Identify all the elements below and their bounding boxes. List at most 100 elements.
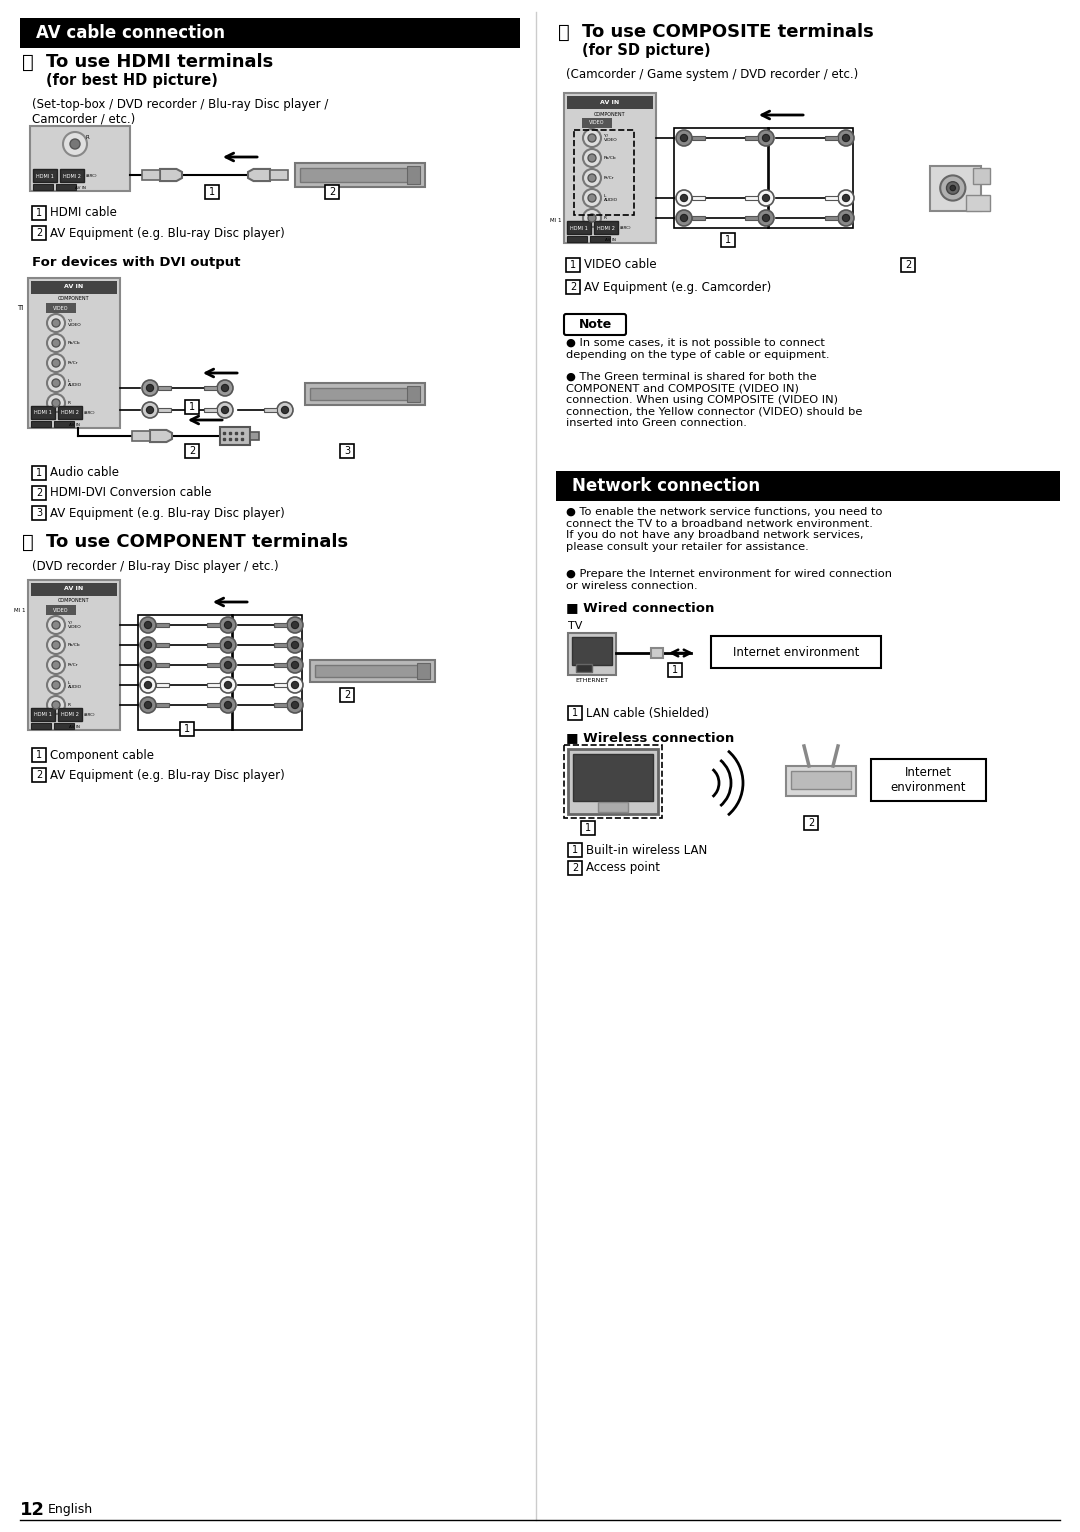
Text: AV Equipment (e.g. Camcorder): AV Equipment (e.g. Camcorder) [584,280,771,294]
Circle shape [220,657,237,673]
Circle shape [276,401,293,418]
Bar [804,817,818,830]
Bar [54,421,75,427]
Bar [133,432,150,441]
Circle shape [838,210,854,227]
Text: 2: 2 [570,282,576,293]
Bar [568,633,616,676]
Text: (Camcorder / Game system / DVD recorder / etc.): (Camcorder / Game system / DVD recorder … [566,67,859,81]
Circle shape [583,129,600,147]
Bar [207,643,220,647]
Text: English: English [48,1503,93,1517]
Bar [46,605,76,614]
Polygon shape [150,430,172,443]
Bar [220,427,249,444]
Text: 2: 2 [36,228,42,237]
Polygon shape [160,169,183,181]
Circle shape [225,662,231,668]
Text: Component cable: Component cable [50,749,154,761]
Bar [156,703,168,708]
Text: HDMI 1: HDMI 1 [570,225,588,230]
Circle shape [217,401,233,418]
Text: AV Equipment (e.g. Blu-ray Disc player): AV Equipment (e.g. Blu-ray Disc player) [50,769,285,781]
Text: R: R [604,216,607,221]
Bar [274,663,287,668]
Bar [568,843,582,856]
Circle shape [140,677,156,692]
Text: (ARC): (ARC) [84,712,96,717]
Circle shape [946,182,959,195]
Text: ETHERNET: ETHERNET [576,679,608,683]
Text: AV Equipment (e.g. Blu-ray Disc player): AV Equipment (e.g. Blu-ray Disc player) [50,227,285,239]
Circle shape [220,697,237,712]
Circle shape [140,637,156,653]
Bar [232,614,302,731]
Text: 2: 2 [36,489,42,498]
Circle shape [287,637,303,653]
Bar [30,126,130,192]
Text: AV IN: AV IN [65,587,83,591]
Bar [567,97,653,109]
Bar [274,683,287,688]
Text: 3: 3 [36,509,42,518]
Text: Pr/Cr: Pr/Cr [68,663,79,666]
Text: L
AUDIO: L AUDIO [604,193,618,202]
Bar [692,216,705,221]
Bar [930,165,981,210]
Bar [158,408,171,412]
Bar [651,648,663,659]
Text: (ARC): (ARC) [620,227,632,230]
Text: Network connection: Network connection [572,476,760,495]
Circle shape [48,656,65,674]
Circle shape [48,676,65,694]
Circle shape [145,642,151,648]
Bar [274,643,287,647]
Bar [54,723,75,729]
Text: ● Prepare the Internet environment for wired connection
or wireless connection.: ● Prepare the Internet environment for w… [566,568,892,591]
Bar [274,622,287,627]
Bar [692,196,705,201]
Text: HDMI 1: HDMI 1 [35,411,52,415]
Circle shape [145,662,151,668]
Circle shape [588,155,596,162]
Circle shape [140,617,156,633]
Bar [31,280,117,294]
Bar [692,136,705,141]
Circle shape [52,660,60,669]
Circle shape [292,622,298,628]
Bar [567,221,591,234]
Circle shape [48,374,65,392]
Bar [598,801,627,812]
Text: AV IN: AV IN [605,237,616,242]
Bar [156,663,168,668]
Text: To use COMPOSITE terminals: To use COMPOSITE terminals [582,23,874,41]
Text: 3: 3 [343,446,350,457]
Circle shape [941,175,966,201]
Circle shape [147,406,153,414]
Bar [31,723,51,729]
Bar [28,277,120,427]
Circle shape [282,406,288,414]
Bar [300,169,415,182]
Circle shape [842,195,850,202]
Bar [791,771,851,789]
Bar [417,663,430,679]
Text: Pr/Cr: Pr/Cr [604,176,615,179]
Circle shape [292,682,298,688]
Text: Internet environment: Internet environment [733,645,860,659]
Bar [32,466,46,480]
Circle shape [48,696,65,714]
Text: 2: 2 [189,446,195,457]
Text: 1: 1 [572,846,578,855]
Circle shape [52,640,60,650]
Circle shape [48,394,65,412]
Polygon shape [248,169,270,181]
Bar [56,184,76,190]
Circle shape [217,380,233,395]
Text: 1: 1 [36,467,42,478]
Circle shape [588,133,596,142]
Text: 1: 1 [725,234,731,245]
Text: R: R [68,401,71,404]
Bar [573,130,634,214]
Text: ■ Wireless connection: ■ Wireless connection [566,731,734,745]
